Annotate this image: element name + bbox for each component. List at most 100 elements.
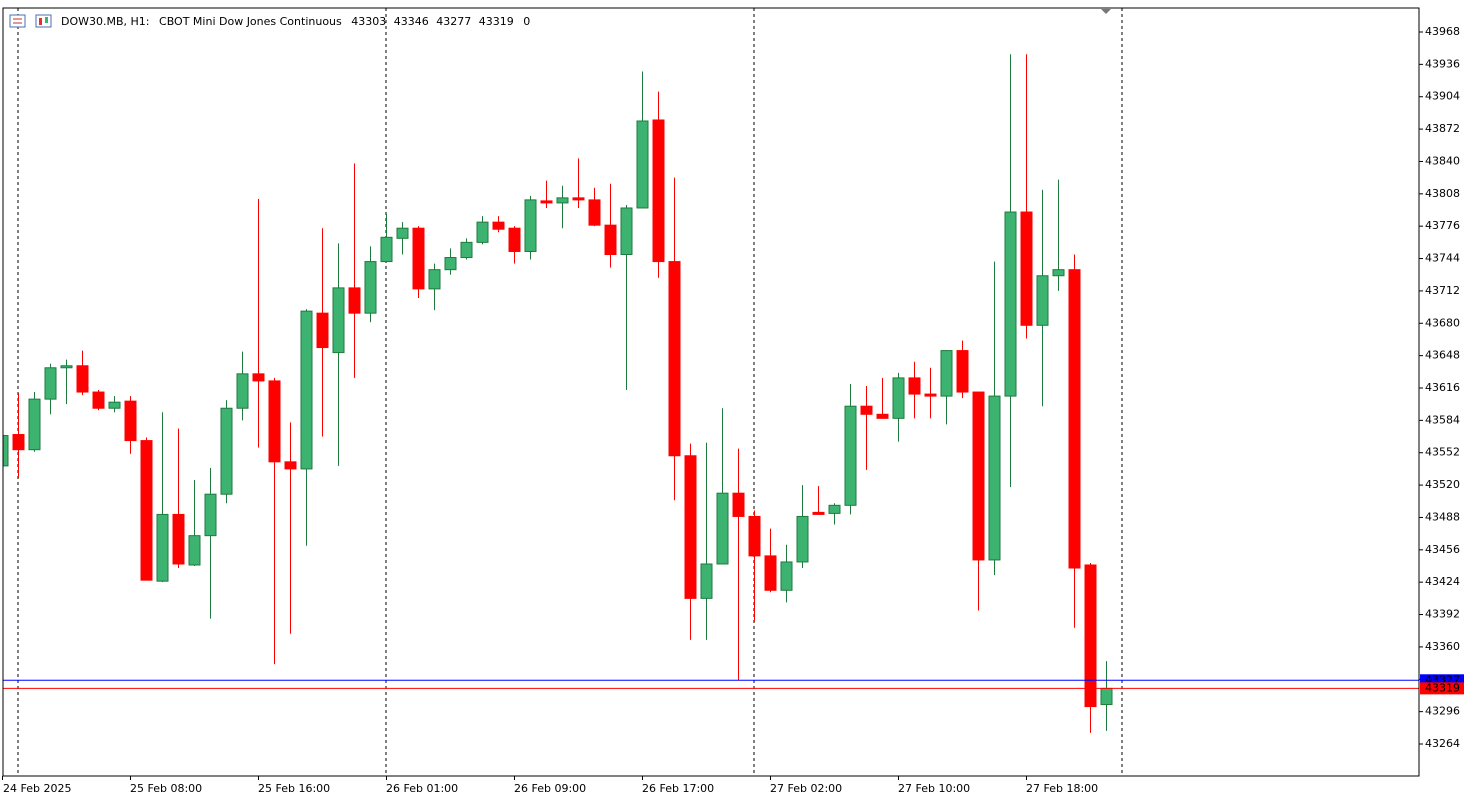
- candle-body: [940, 350, 953, 397]
- x-tick-label: 27 Feb 02:00: [770, 782, 842, 795]
- price-lines: [3, 679, 1419, 689]
- y-tick-label: 43456: [1425, 543, 1460, 556]
- candle-body: [1084, 564, 1097, 708]
- candle-body: [460, 241, 473, 259]
- candle-body: [44, 367, 57, 400]
- candle-body: [268, 380, 281, 463]
- candle-body: [956, 350, 969, 393]
- header-spread: 0: [523, 15, 530, 28]
- candle-body: [204, 493, 217, 537]
- x-tick-label: 26 Feb 01:00: [386, 782, 458, 795]
- price-label-box: [1420, 682, 1464, 695]
- candle-body: [1004, 211, 1017, 397]
- candle-body: [764, 555, 777, 591]
- candle-body: [588, 199, 601, 226]
- y-tick-label: 43488: [1425, 510, 1460, 523]
- menu-icon[interactable]: [9, 14, 26, 28]
- candle-body: [172, 513, 185, 565]
- shift-marker: [1101, 9, 1111, 14]
- candle-body: [908, 377, 921, 395]
- candle-body: [924, 393, 937, 397]
- symbol: DOW30.MB, H1:: [61, 15, 150, 28]
- y-tick-label: 43776: [1425, 219, 1460, 232]
- chart-icon[interactable]: [35, 14, 52, 28]
- y-tick-label: 43520: [1425, 478, 1460, 491]
- candle-body: [620, 207, 633, 255]
- y-tick-label: 43648: [1425, 349, 1460, 362]
- candle-body: [732, 492, 745, 517]
- x-tick-label: 27 Feb 18:00: [1026, 782, 1098, 795]
- y-tick-label: 43264: [1425, 737, 1460, 750]
- y-tick-label: 43680: [1425, 316, 1460, 329]
- chart-icon-bar: [39, 18, 42, 25]
- y-tick-label: 43424: [1425, 575, 1460, 588]
- header-text: DOW30.MB, H1: CBOT Mini Dow Jones Contin…: [61, 15, 530, 28]
- y-tick-label: 43840: [1425, 154, 1460, 167]
- candle-body: [316, 312, 329, 349]
- candle-body: [252, 373, 265, 382]
- y-axis: 4326443296433284336043392434244345643488…: [1419, 25, 1460, 750]
- x-tick-label: 25 Feb 08:00: [130, 782, 202, 795]
- candle-body: [700, 563, 713, 599]
- header-close: 43319: [479, 15, 514, 28]
- candle-body: [108, 401, 121, 409]
- candle-body: [220, 407, 233, 495]
- description: CBOT Mini Dow Jones Continuous: [159, 15, 342, 28]
- candle-body: [860, 405, 873, 415]
- candle-body: [76, 365, 89, 393]
- candle-body: [572, 197, 585, 201]
- candle-body: [668, 261, 681, 457]
- candles: [3, 54, 1113, 733]
- candle-body: [492, 221, 505, 230]
- candle-body: [444, 257, 457, 271]
- y-tick-label: 43392: [1425, 608, 1460, 621]
- candle-body: [892, 377, 905, 419]
- candle-body: [636, 120, 649, 209]
- chart-icon-bar: [45, 17, 48, 23]
- candle-body: [476, 221, 489, 243]
- candle-body: [300, 310, 313, 470]
- candle-body: [540, 200, 553, 204]
- candle-body: [140, 440, 153, 581]
- x-tick-label: 24 Feb 2025: [3, 782, 71, 795]
- candle-body: [1100, 687, 1113, 706]
- header: DOW30.MB, H1: CBOT Mini Dow Jones Contin…: [9, 14, 530, 28]
- candle-body: [1036, 275, 1049, 326]
- x-tick-label: 25 Feb 16:00: [258, 782, 330, 795]
- y-tick-label: 43584: [1425, 413, 1460, 426]
- header-high: 43346: [394, 15, 429, 28]
- candle-body: [524, 199, 537, 252]
- y-tick-label: 43616: [1425, 381, 1460, 394]
- x-tick-label: 27 Feb 10:00: [898, 782, 970, 795]
- candle-body: [796, 515, 809, 563]
- candle-body: [684, 455, 697, 599]
- candle-body: [396, 227, 409, 239]
- y-tick-label: 43744: [1425, 252, 1460, 265]
- y-tick-label: 43872: [1425, 122, 1460, 135]
- candle-body: [1020, 211, 1033, 326]
- candle-body: [28, 398, 41, 451]
- candle-body: [412, 227, 425, 290]
- candle-body: [156, 513, 169, 582]
- candle-body: [236, 373, 249, 409]
- x-tick-label: 26 Feb 17:00: [642, 782, 714, 795]
- candle-body: [364, 261, 377, 314]
- candle-body: [876, 413, 889, 419]
- candle-body: [188, 535, 201, 566]
- y-tick-label: 43904: [1425, 90, 1460, 103]
- y-tick-label: 43712: [1425, 284, 1460, 297]
- candle-body: [812, 511, 825, 515]
- candle-body: [332, 287, 345, 354]
- candle-body: [508, 227, 521, 252]
- candle-body: [284, 461, 297, 470]
- candle-body: [60, 365, 73, 369]
- candle-body: [652, 119, 665, 263]
- candle-body: [428, 269, 441, 290]
- candle-body: [828, 504, 841, 514]
- candle-body: [380, 236, 393, 263]
- y-tick-label: 43936: [1425, 57, 1460, 70]
- y-tick-label: 43296: [1425, 705, 1460, 718]
- candle-body: [604, 224, 617, 255]
